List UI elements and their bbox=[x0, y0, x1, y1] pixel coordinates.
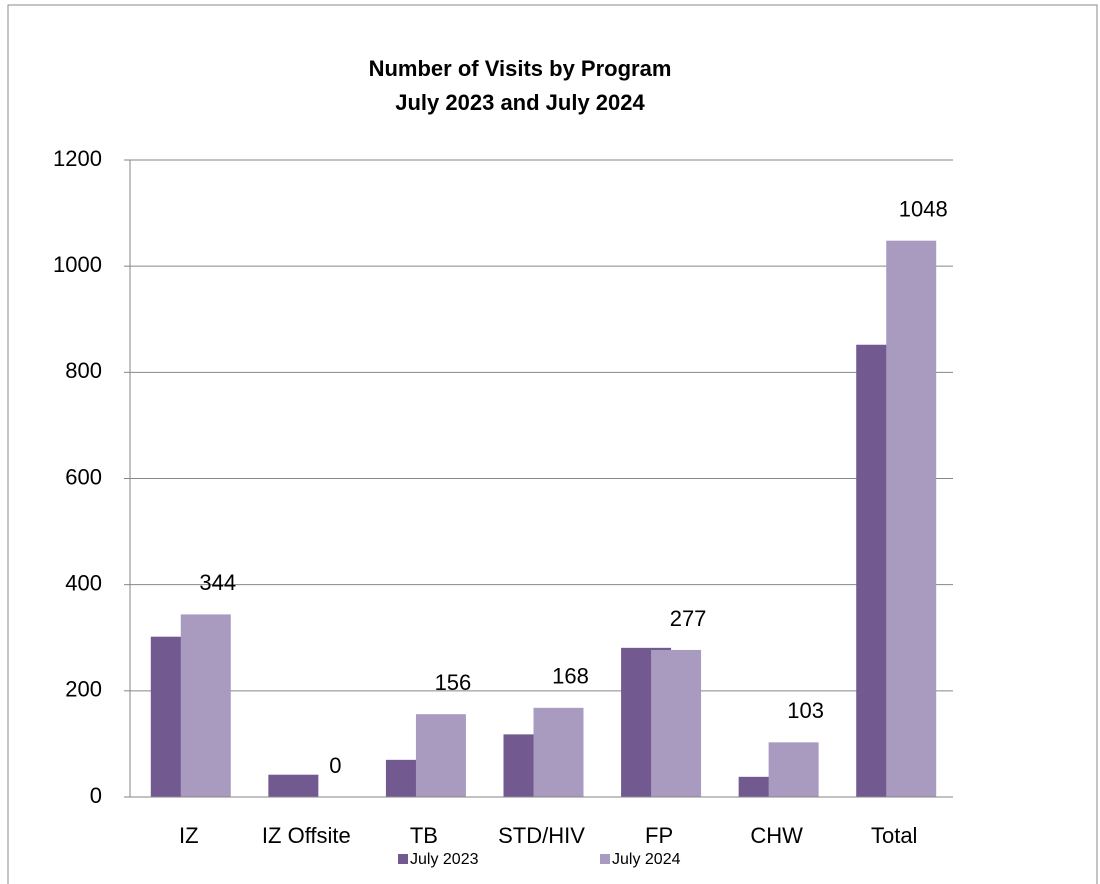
data-label: 344 bbox=[199, 570, 236, 595]
bar bbox=[768, 742, 819, 797]
legend-swatch bbox=[600, 854, 610, 864]
legend-swatch bbox=[398, 854, 408, 864]
bar bbox=[651, 649, 702, 797]
x-tick-label: IZ Offsite bbox=[262, 823, 351, 848]
data-label: 277 bbox=[670, 606, 707, 631]
bar bbox=[180, 614, 231, 797]
bar bbox=[415, 714, 466, 797]
legend-label: July 2023 bbox=[410, 851, 479, 868]
x-tick-label: STD/HIV bbox=[498, 823, 585, 848]
bar bbox=[533, 707, 584, 797]
data-label: 168 bbox=[552, 664, 589, 689]
data-label: 156 bbox=[435, 670, 472, 695]
y-tick-label: 600 bbox=[65, 464, 102, 489]
data-label: 1048 bbox=[899, 196, 948, 221]
data-label: 0 bbox=[329, 753, 341, 778]
x-tick-label: IZ bbox=[179, 823, 199, 848]
y-tick-label: 1200 bbox=[53, 146, 102, 171]
x-tick-label: FP bbox=[645, 823, 673, 848]
x-tick-label: Total bbox=[871, 823, 917, 848]
legend-label: July 2024 bbox=[612, 851, 681, 868]
y-tick-label: 0 bbox=[90, 783, 102, 808]
chart-title: Number of Visits by Program bbox=[369, 56, 672, 81]
data-label: 103 bbox=[787, 698, 824, 723]
x-tick-label: TB bbox=[410, 823, 438, 848]
chart-border bbox=[7, 4, 1098, 884]
y-tick-label: 1000 bbox=[53, 252, 102, 277]
y-tick-label: 200 bbox=[65, 677, 102, 702]
bar bbox=[886, 240, 937, 798]
y-tick-label: 800 bbox=[65, 358, 102, 383]
chart-subtitle: July 2023 and July 2024 bbox=[395, 90, 645, 115]
y-tick-label: 400 bbox=[65, 570, 102, 595]
bar bbox=[268, 774, 319, 797]
x-tick-label: CHW bbox=[750, 823, 803, 848]
